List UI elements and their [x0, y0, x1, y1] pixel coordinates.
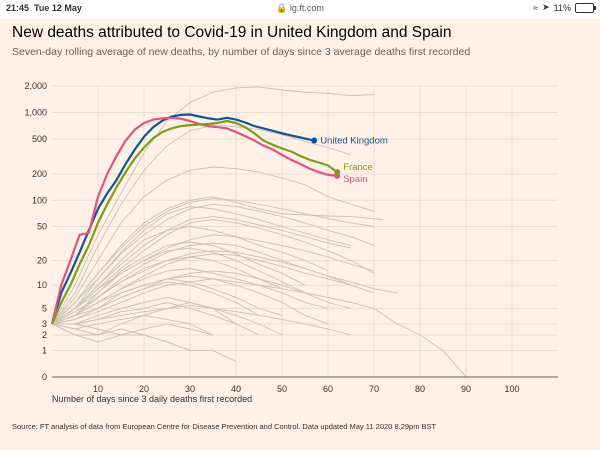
x-tick-label: 30 [185, 384, 195, 394]
x-tick-label: 80 [415, 384, 425, 394]
status-time: 21:45 [6, 3, 30, 13]
x-axis-label: Number of days since 3 daily deaths firs… [52, 394, 252, 404]
france-line [50, 119, 338, 325]
spain-label: Spain [343, 174, 367, 185]
y-tick-label: 1,000 [24, 107, 47, 117]
y-tick-label: 100 [32, 195, 47, 205]
wifi-icon: ≈ [533, 2, 539, 13]
source-note: Source: FT analysis of data from Europea… [12, 422, 437, 431]
status-bar: 21:45 Tue 12 May 🔒 ig.ft.com ≈ ➤ 11% [0, 0, 600, 19]
y-tick-label: 2,000 [24, 81, 47, 91]
y-tick-label: 0 [42, 372, 47, 382]
country-line [51, 203, 375, 325]
country-line [51, 323, 191, 351]
country-line [51, 314, 214, 336]
country-line [52, 304, 352, 336]
x-tick-label: 60 [323, 384, 333, 394]
country-line [51, 216, 352, 325]
y-tick-label: 10 [37, 280, 47, 290]
country-line [51, 124, 352, 325]
france-label: France [343, 162, 373, 173]
united-kingdom-line [50, 113, 315, 325]
battery-icon [575, 2, 596, 13]
y-tick-label: 3 [42, 319, 47, 329]
y-tick-label: 5 [42, 303, 47, 313]
country-line [52, 323, 237, 362]
x-tick-label: 70 [369, 384, 379, 394]
country-line [51, 268, 329, 325]
status-indicators: ≈ ➤ 11% [533, 2, 596, 13]
battery-percent: 11% [553, 2, 571, 13]
y-tick-label: 500 [32, 134, 47, 144]
country-line [51, 302, 283, 336]
country-line [51, 196, 384, 325]
country-line [51, 278, 512, 378]
country-line [51, 86, 375, 325]
united-kingdom-label: United Kingdom [320, 136, 388, 147]
x-tick-label: 50 [277, 384, 287, 394]
url-text: ig.ft.com [289, 3, 324, 13]
country-line [51, 278, 283, 325]
y-tick-label: 50 [37, 221, 47, 231]
country-line [51, 323, 214, 343]
country-line [51, 219, 375, 325]
y-tick-label: 20 [37, 255, 47, 265]
y-tick-label: 1 [42, 345, 47, 355]
country-line [51, 198, 375, 325]
url-label[interactable]: 🔒 ig.ft.com [0, 3, 600, 14]
country-line [51, 250, 398, 325]
y-tick-label: 200 [32, 169, 47, 179]
y-tick-label: 2 [42, 330, 47, 340]
united-kingdom-endpoint [311, 137, 318, 144]
spain-line [50, 116, 338, 325]
location-icon: ➤ [542, 2, 550, 12]
chart-title: New deaths attributed to Covid-19 in Uni… [12, 24, 452, 41]
country-line [51, 270, 352, 325]
x-tick-label: 40 [231, 384, 241, 394]
x-tick-label: 20 [139, 384, 149, 394]
x-tick-label: 90 [461, 384, 471, 394]
status-date: Tue 12 May [34, 3, 82, 13]
country-line [51, 166, 375, 325]
lock-icon: 🔒 [276, 3, 288, 13]
france-endpoint [334, 169, 341, 176]
x-tick-label: 100 [504, 384, 519, 394]
country-line [51, 247, 306, 325]
x-tick-label: 10 [93, 384, 103, 394]
country-line [51, 234, 375, 325]
chart-subtitle: Seven-day rolling average of new deaths,… [12, 46, 471, 58]
